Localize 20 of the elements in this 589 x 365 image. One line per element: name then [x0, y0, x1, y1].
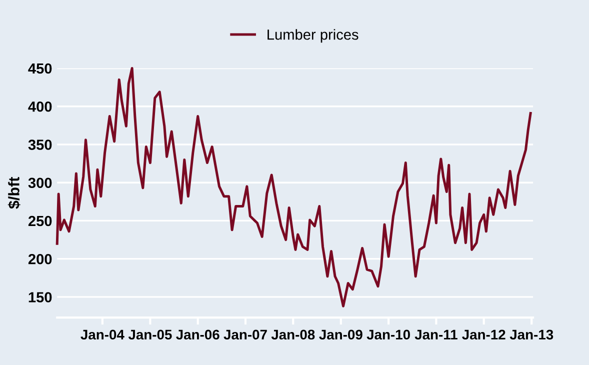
x-tick-label: Jan-05: [128, 330, 172, 340]
line-series: [56, 67, 532, 308]
x-tick-label: Jan-11: [414, 330, 458, 340]
y-tick-label: 200: [28, 254, 52, 264]
y-tick-label: 150: [28, 292, 52, 302]
y-tick-label: 300: [28, 178, 52, 188]
x-tick-label: Jan-06: [176, 330, 220, 340]
y-tick-label: 350: [28, 140, 52, 150]
y-tick-label: 400: [28, 101, 52, 112]
x-tick-label: Jan-13: [510, 330, 554, 340]
y-tick-label: 250: [28, 216, 52, 226]
y-axis-title: $/bft: [8, 176, 20, 209]
x-tick-label: Jan-07: [224, 330, 267, 340]
x-tick-label: Jan-04: [80, 330, 124, 340]
x-tick-label: Jan-09: [319, 330, 362, 340]
x-tick-label: Jan-12: [462, 330, 506, 340]
x-tick-label: Jan-08: [271, 330, 315, 340]
y-tick-label: 450: [28, 63, 52, 74]
legend-label: Lumber prices: [268, 29, 358, 43]
x-tick-label: Jan-10: [366, 330, 410, 340]
